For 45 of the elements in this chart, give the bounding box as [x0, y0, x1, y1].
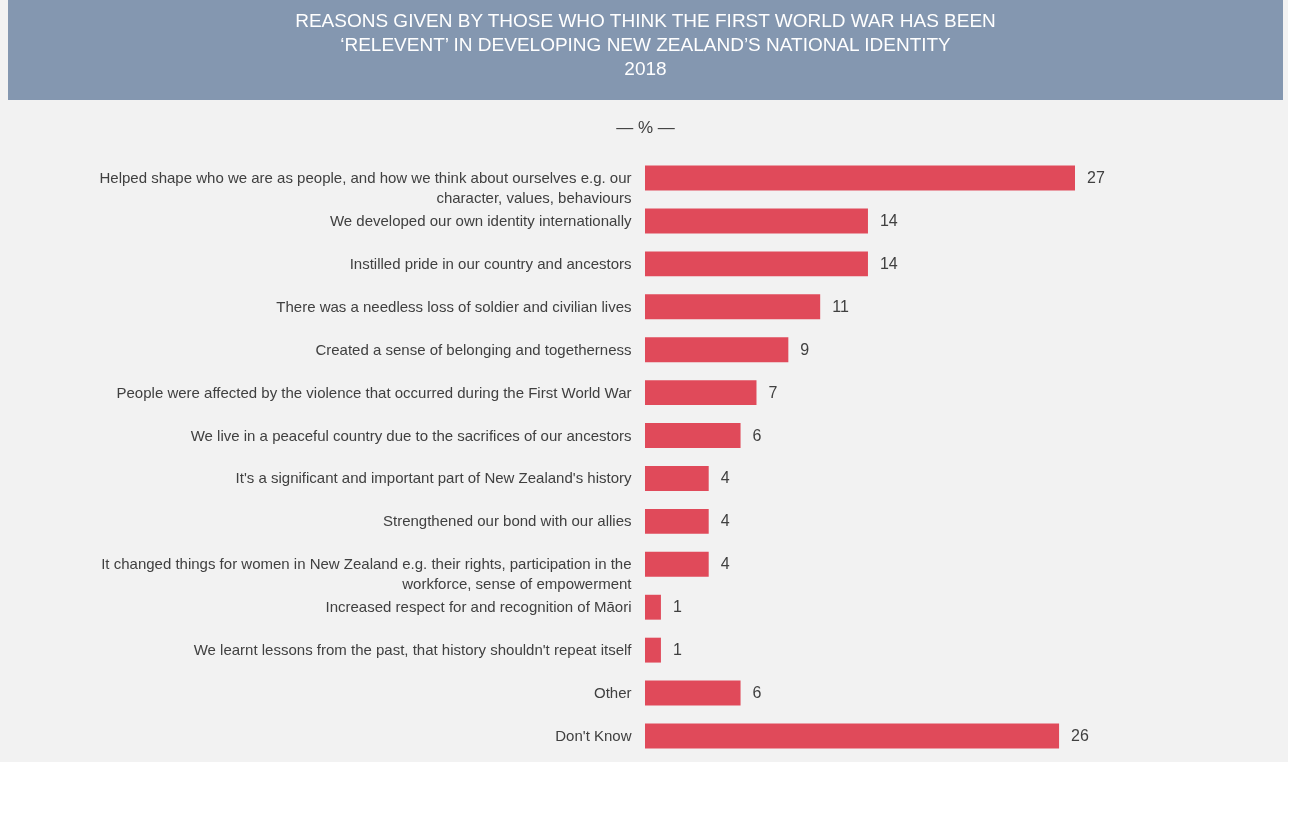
bar — [645, 423, 741, 448]
y-tick-label: Don't Know — [555, 726, 632, 744]
y-tick-label: Instilled pride in our country and ancestors — [349, 254, 632, 272]
chart-subtitle: 2018 — [624, 58, 667, 79]
y-tick-label: There was a needless loss of soldier and civilian lives — [276, 297, 632, 315]
data-label: 1 — [672, 641, 682, 659]
y-tick-label: Strengthened our bond with our allies — [383, 512, 632, 530]
data-label: 26 — [1071, 726, 1089, 744]
bar — [645, 165, 1075, 191]
data-label: 4 — [720, 469, 730, 487]
bar — [645, 680, 741, 706]
data-label: 1 — [672, 598, 682, 616]
y-tick-label: We developed our own identity internationally — [329, 211, 632, 229]
y-tick-label: It changed things for women in New Zealand e.g. their rights, participation in the workforce, sense of empowerment — [101, 555, 633, 593]
data-label: 14 — [879, 211, 898, 229]
bar — [645, 294, 821, 320]
data-label: 7 — [768, 383, 778, 401]
data-label: 4 — [720, 555, 730, 573]
bar — [645, 380, 757, 406]
bar — [645, 723, 1060, 749]
y-tick-label: Created a sense of belonging and togetherness — [315, 340, 632, 358]
bar — [645, 208, 868, 234]
data-label: 11 — [832, 297, 849, 315]
chart-title: REASONS GIVEN BY THOSE WHO THINK THE FIRST WORLD WAR HAS BEEN ‘RELEVENT’ IN DEVELOPING NEW ZEALAND’S NATIONAL IDENTITY — [295, 10, 996, 55]
bar — [645, 594, 661, 620]
data-label: 4 — [720, 512, 730, 530]
data-label: 27 — [1087, 169, 1105, 187]
y-tick-label: Other — [593, 684, 632, 702]
bar — [645, 508, 709, 534]
data-label: 6 — [752, 684, 762, 702]
data-label: 14 — [879, 254, 898, 272]
bar — [645, 337, 789, 363]
data-label: 9 — [800, 340, 810, 358]
y-tick-label: It's a significant and important part of New Zealand's history — [235, 469, 632, 487]
data-label: 6 — [752, 426, 762, 444]
y-tick-label: We live in a peaceful country due to the sacrifices of our ancestors — [190, 426, 632, 444]
text: — % — — [616, 118, 675, 137]
y-tick-label: People were affected by the violence that occurred during the First World War — [116, 383, 632, 401]
bar — [645, 251, 868, 277]
y-tick-label: Increased respect for and recognition of Māori — [325, 598, 632, 616]
bar — [645, 637, 661, 663]
bar — [645, 466, 709, 491]
bar — [645, 551, 709, 577]
y-tick-label: Helped shape who we are as people, and how we think about ourselves e.g. our character, values, behaviours — [99, 169, 632, 207]
y-tick-label: We learnt lessons from the past, that history shouldn't repeat itself — [193, 641, 633, 659]
